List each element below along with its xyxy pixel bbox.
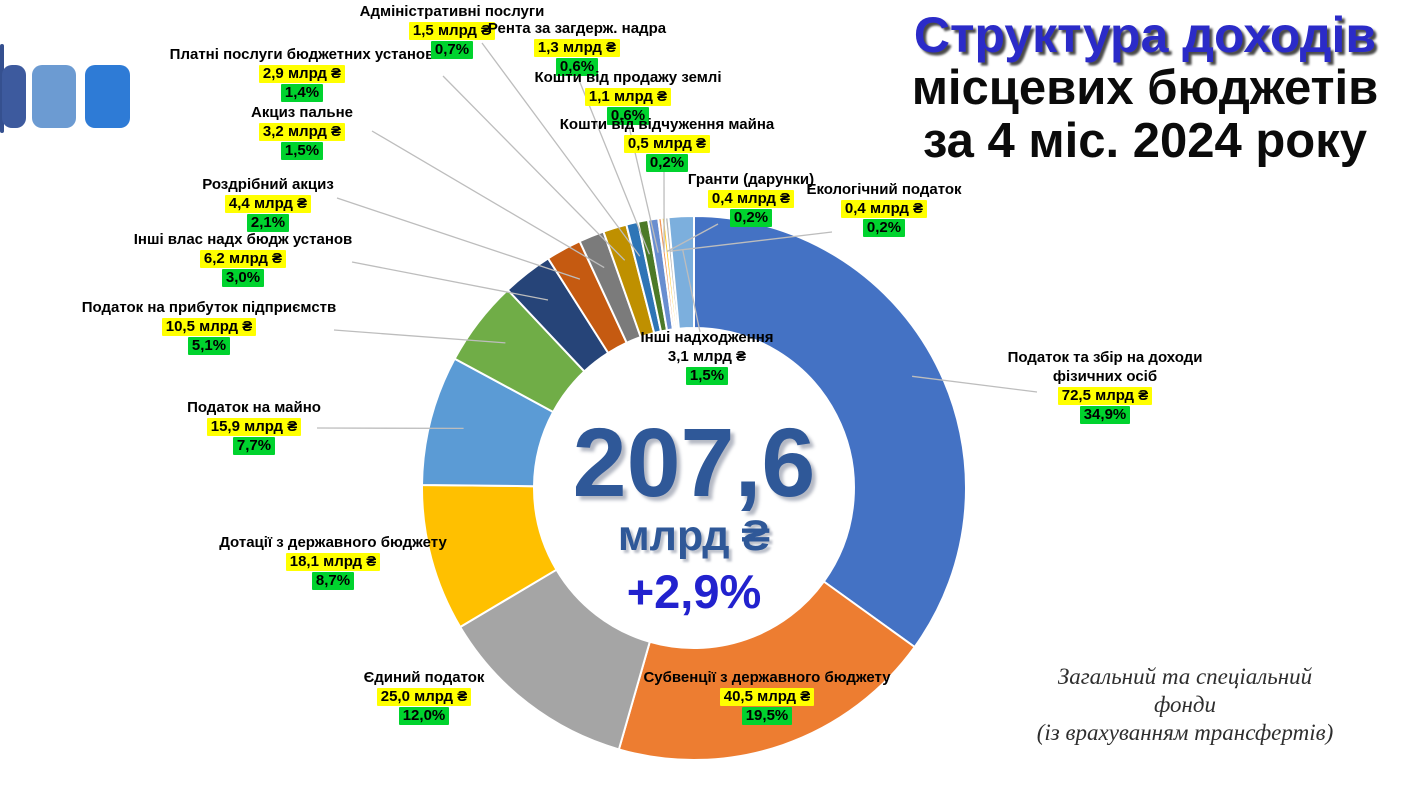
segment-label-6: Інші влас надх бюдж установ 6,2 млрд ₴ 3,0… [98, 230, 388, 287]
title-line-1: Структура доходів [913, 7, 1377, 63]
segment-name: Адміністративні послуги [359, 3, 545, 20]
segment-value: 0,5 млрд ₴ [623, 135, 711, 153]
footnote-line-2: (із врахуванням трансфертів) [1036, 720, 1334, 745]
segment-label-3: Дотації з державного бюджету 18,1 млрд ₴ 8… [168, 533, 498, 590]
segment-value: 18,1 млрд ₴ [285, 553, 381, 571]
segment-name: Податок та збір на доходи фізичних осіб [1007, 349, 1203, 385]
segment-value: 6,2 млрд ₴ [199, 250, 287, 268]
segment-percent: 5,1% [187, 337, 231, 355]
segment-name: Дотації з державного бюджету [219, 534, 447, 551]
segment-percent: 1,4% [280, 84, 324, 102]
segment-label-7: Роздрібний акциз 4,4 млрд ₴ 2,1% [153, 175, 383, 232]
segment-percent: 0,6% [555, 58, 599, 76]
segment-name: Інші надходження [640, 329, 774, 346]
segment-label-12: Кошти від продажу землі 1,1 млрд ₴ 0,6% [503, 68, 753, 125]
segment-label-14: Гранти (дарунки) 0,4 млрд ₴ 0,2% [646, 170, 856, 227]
segment-value: 72,5 млрд ₴ [1057, 387, 1153, 405]
footnote-line-1: Загальний та спеціальний фонди [1057, 664, 1313, 717]
segment-percent: 12,0% [398, 707, 450, 725]
logo-bar-3 [85, 65, 130, 128]
segment-name: Роздрібний акциз [202, 176, 334, 193]
segment-value: 2,9 млрд ₴ [258, 65, 346, 83]
segment-name: Інші влас надх бюдж установ [133, 231, 353, 248]
segment-percent: 2,1% [246, 214, 290, 232]
donut-segment [693, 215, 967, 648]
donut-segment [667, 214, 695, 330]
segment-percent: 0,2% [862, 219, 906, 237]
segment-value: 1,5 млрд ₴ [408, 22, 496, 40]
growth-badge: +2,9% [626, 565, 762, 618]
segment-percent: 0,2% [645, 154, 689, 172]
segment-percent: 0,7% [430, 41, 474, 59]
segment-label-4: Податок на майно 15,9 млрд ₴ 7,7% [139, 398, 369, 455]
logo-bar-2 [32, 65, 76, 128]
segment-percent: 34,9% [1079, 406, 1131, 424]
leader-line [912, 375, 1038, 393]
title-line-2: місцевих бюджетів [911, 61, 1379, 115]
segment-value: 1,3 млрд ₴ [533, 39, 621, 57]
leader-line [336, 197, 581, 280]
segment-label-13: Кошти від відчуження майна 0,5 млрд ₴ 0,2% [527, 115, 807, 172]
leader-line [371, 130, 605, 269]
title-line-3: за 4 міс. 2024 року [922, 113, 1368, 168]
leader-line [666, 223, 719, 253]
segment-percent: 0,2% [729, 209, 773, 227]
segment-value: 0,4 млрд ₴ [840, 200, 928, 218]
segment-label-1: Субвенції з державного бюджету 40,5 млрд … [602, 668, 932, 725]
segment-label-8: Акциз пальне 3,2 млрд ₴ 1,5% [207, 103, 397, 160]
segment-label-10: Адміністративні послуги 1,5 млрд ₴ 0,7% [317, 2, 587, 59]
segment-percent: 19,5% [741, 707, 793, 725]
segment-label-15: Екологічний податок 0,4 млрд ₴ 0,2% [774, 180, 994, 237]
segment-value: 15,9 млрд ₴ [206, 418, 302, 436]
segment-name: Рента за загдерж. надра [487, 20, 667, 37]
leader-line [481, 42, 641, 257]
segment-value: 3,1 млрд ₴ [667, 348, 747, 365]
segment-value: 4,4 млрд ₴ [224, 195, 312, 213]
segment-name: Єдиний податок [363, 669, 485, 686]
segment-label-5: Податок на прибуток підприємств 10,5 млрд… [54, 298, 364, 355]
segment-percent: 8,7% [311, 572, 355, 590]
segment-name: Гранти (дарунки) [687, 171, 815, 188]
total-unit: млрд ₴ [617, 512, 771, 560]
segment-name: Екологічний податок [806, 181, 962, 198]
segment-name: Акциз пальне [251, 104, 353, 121]
segment-name: Субвенції з державного бюджету [643, 669, 891, 686]
segment-value: 10,5 млрд ₴ [161, 318, 257, 336]
segment-value: 0,4 млрд ₴ [707, 190, 795, 208]
logo-bar-1 [2, 65, 26, 128]
segment-label-2: Єдиний податок 25,0 млрд ₴ 12,0% [309, 668, 539, 725]
leader-line [351, 261, 549, 301]
segment-value: 1,1 млрд ₴ [584, 88, 672, 106]
leader-line [682, 250, 701, 333]
segment-percent: 1,5% [685, 367, 729, 385]
segment-value: 40,5 млрд ₴ [719, 688, 815, 706]
segment-percent: 1,5% [280, 142, 324, 160]
segment-label-9: Платні послуги бюджетних установ 2,9 млрд… [132, 45, 472, 102]
segment-percent: 0,6% [606, 107, 650, 125]
segment-label-0: Податок та збір на доходи фізичних осіб 7… [980, 348, 1230, 424]
segment-name: Кошти від відчуження майна [559, 116, 775, 133]
segment-name: Податок на майно [187, 399, 321, 416]
total-value: 207,6 [572, 408, 816, 517]
segment-percent: 3,0% [221, 269, 265, 287]
leader-line [333, 329, 506, 344]
donut-segment [617, 580, 916, 761]
footnote: Загальний та спеціальний фонди (із враху… [1035, 663, 1335, 747]
leader-line [442, 75, 626, 261]
segment-label-16: Інші надходження 3,1 млрд ₴ 1,5% [592, 328, 822, 385]
page-title: Структура доходів місцевих бюджетів за 4… [880, 8, 1410, 168]
segment-value: 3,2 млрд ₴ [258, 123, 346, 141]
segment-name: Платні послуги бюджетних установ [169, 46, 435, 63]
segment-name: Податок на прибуток підприємств [81, 299, 337, 316]
segment-value: 25,0 млрд ₴ [376, 688, 472, 706]
segment-name: Кошти від продажу землі [534, 69, 722, 86]
leader-line [670, 231, 833, 252]
segment-label-11: Рента за загдерж. надра 1,3 млрд ₴ 0,6% [447, 19, 707, 76]
segment-percent: 7,7% [232, 437, 276, 455]
